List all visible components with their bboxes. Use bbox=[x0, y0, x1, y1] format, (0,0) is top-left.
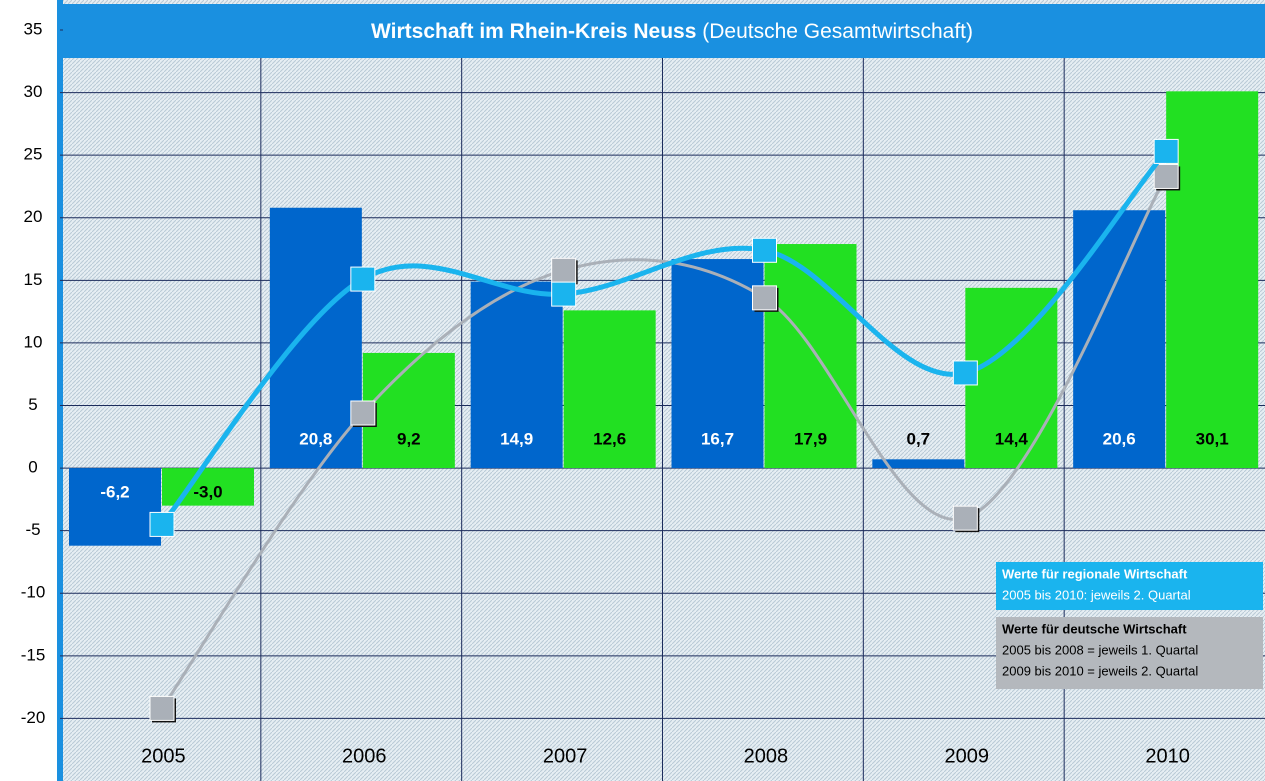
marker bbox=[350, 266, 376, 292]
x-tick-label: 2010 bbox=[1145, 745, 1190, 767]
y-tick-label: 20 bbox=[24, 207, 43, 226]
bar-value-label: 16,7 bbox=[701, 430, 734, 449]
legend-box bbox=[996, 562, 1263, 610]
bar bbox=[470, 281, 563, 469]
bar bbox=[162, 468, 254, 506]
bar-value-label: 17,9 bbox=[794, 430, 827, 449]
marker bbox=[551, 281, 577, 307]
x-tick-label: 2009 bbox=[945, 745, 990, 767]
y-tick-label: -20 bbox=[21, 708, 46, 727]
bar bbox=[362, 352, 455, 469]
line bbox=[160, 175, 1168, 710]
bar bbox=[563, 310, 656, 469]
bar-value-label: 14,9 bbox=[500, 430, 533, 449]
line bbox=[160, 149, 1169, 526]
y-tick-label: -5 bbox=[25, 520, 40, 539]
y-tick-label: 30 bbox=[24, 82, 43, 101]
marker bbox=[752, 285, 777, 311]
legend-note: 2005 bis 2008 = jeweils 1. Quartal bbox=[1002, 642, 1198, 657]
bar-value-label: 0,7 bbox=[907, 430, 931, 449]
bar-value-label: -3,0 bbox=[193, 483, 222, 502]
bar bbox=[965, 287, 1058, 469]
x-tick-label: 2006 bbox=[342, 745, 387, 767]
marker bbox=[350, 400, 376, 426]
bar-value-label: 20,8 bbox=[299, 430, 332, 449]
bar-value-label: 12,6 bbox=[593, 430, 626, 449]
marker bbox=[952, 505, 978, 531]
legend-box bbox=[996, 617, 1263, 689]
marker bbox=[1153, 163, 1179, 189]
title: Wirtschaft im Rhein-Kreis Neuss bbox=[371, 20, 696, 43]
y-tick-label: -10 bbox=[21, 583, 46, 602]
bar-value-label: -6,2 bbox=[100, 483, 129, 502]
y-tick-label: 25 bbox=[24, 145, 43, 164]
bar bbox=[671, 259, 764, 469]
y-tick-label: 0 bbox=[28, 458, 37, 477]
left-border bbox=[57, 0, 63, 781]
title-bar bbox=[63, 4, 1265, 58]
bar bbox=[1166, 91, 1259, 469]
bar-value-label: 9,2 bbox=[397, 430, 421, 449]
y-tick-label: 10 bbox=[24, 332, 43, 351]
x-tick-label: 2005 bbox=[141, 745, 186, 767]
legend-note: 2005 bis 2010: jeweils 2. Quartal bbox=[1002, 587, 1191, 602]
marker bbox=[149, 695, 175, 721]
chart-title: Wirtschaft im Rhein-Kreis Neuss (Deutsch… bbox=[371, 20, 973, 43]
marker bbox=[952, 360, 978, 386]
y-tick-label: 35 bbox=[24, 19, 43, 38]
bar bbox=[69, 468, 161, 546]
legend-title: Werte für deutsche Wirtschaft bbox=[1002, 621, 1187, 636]
y-tick-label: 5 bbox=[28, 395, 37, 414]
bar-value-label: 30,1 bbox=[1196, 430, 1229, 449]
x-tick-label: 2007 bbox=[543, 745, 588, 767]
bar bbox=[269, 207, 362, 469]
x-tick-label: 2008 bbox=[744, 745, 789, 767]
legend-note: 2009 bis 2010 = jeweils 2. Quartal bbox=[1002, 663, 1198, 678]
y-tick-label: -15 bbox=[21, 645, 46, 664]
subtitle: (Deutsche Gesamtwirtschaft) bbox=[702, 20, 973, 43]
marker bbox=[551, 257, 577, 283]
marker bbox=[752, 237, 777, 263]
bar bbox=[764, 244, 857, 469]
marker bbox=[1153, 138, 1179, 164]
marker bbox=[149, 511, 175, 537]
bar bbox=[872, 459, 965, 469]
legend-title: Werte für regionale Wirtschaft bbox=[1002, 566, 1188, 581]
bar-value-label: 20,6 bbox=[1103, 430, 1136, 449]
y-tick-label: 15 bbox=[24, 270, 43, 289]
bar-value-label: 14,4 bbox=[995, 430, 1029, 449]
